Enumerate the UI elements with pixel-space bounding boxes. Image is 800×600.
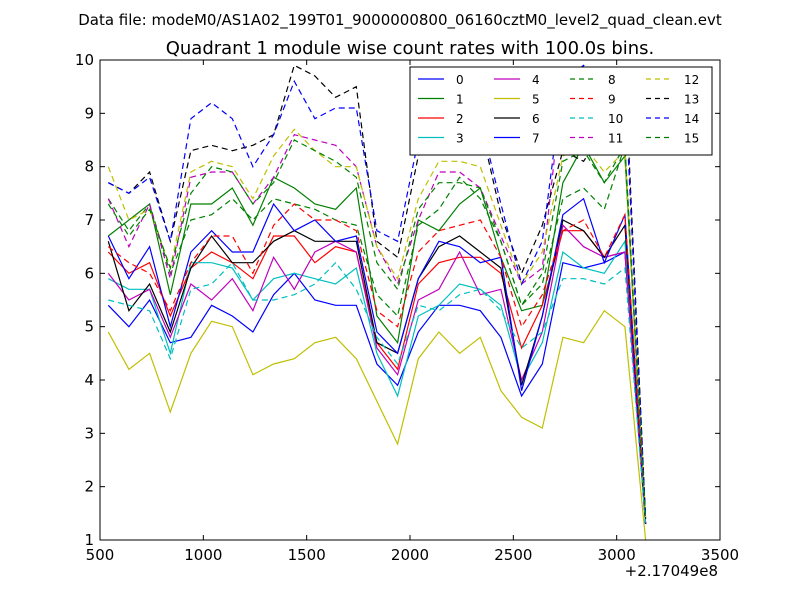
legend-label-10: 10 xyxy=(608,112,623,126)
series-line-6 xyxy=(107,219,647,525)
x-tick-label: 2500 xyxy=(494,546,532,564)
y-tick-label: 4 xyxy=(84,371,94,389)
y-tick-label: 2 xyxy=(84,478,94,496)
x-tick-label: 1500 xyxy=(288,546,326,564)
series-line-5 xyxy=(107,309,647,540)
series-line-3 xyxy=(108,239,647,525)
legend-label-1: 1 xyxy=(456,93,464,107)
legend-label-7: 7 xyxy=(532,132,540,146)
y-tick-label: 9 xyxy=(84,104,94,122)
chart-title: Quadrant 1 module wise count rates with … xyxy=(166,38,655,59)
x-tick-label: 3000 xyxy=(598,546,636,564)
y-tick-label: 7 xyxy=(84,211,94,229)
y-tick-label: 1 xyxy=(84,531,94,549)
series-line-0 xyxy=(107,251,647,525)
y-tick-label: 3 xyxy=(84,424,94,442)
legend-label-2: 2 xyxy=(456,112,464,126)
series-line-15 xyxy=(107,139,647,519)
legend-label-4: 4 xyxy=(532,73,540,87)
series-line-4 xyxy=(107,224,647,525)
x-tick-label: 1000 xyxy=(184,546,222,564)
legend-label-5: 5 xyxy=(532,93,540,107)
legend-box xyxy=(409,66,713,156)
series-line-13 xyxy=(108,64,647,519)
y-tick-label: 6 xyxy=(84,264,94,282)
y-tick-label: 5 xyxy=(84,318,94,336)
x-tick-label: 3500 xyxy=(701,546,739,564)
legend-label-12: 12 xyxy=(684,73,699,87)
legend-label-3: 3 xyxy=(456,132,464,146)
legend-label-13: 13 xyxy=(684,93,699,107)
legend-label-11: 11 xyxy=(608,132,623,146)
y-tick-label: 10 xyxy=(75,51,94,69)
legend-label-6: 6 xyxy=(532,112,540,126)
chart-suptitle: Data file: modeM0/AS1A02_199T01_90000008… xyxy=(78,11,722,30)
legend-label-15: 15 xyxy=(684,132,699,146)
legend-label-14: 14 xyxy=(684,112,699,126)
legend-label-8: 8 xyxy=(608,73,616,87)
series-line-9 xyxy=(107,203,647,519)
series-line-7 xyxy=(107,197,647,525)
x-tick-label: 2000 xyxy=(391,546,429,564)
series-line-12 xyxy=(107,128,647,519)
legend-label-0: 0 xyxy=(456,73,464,87)
series-line-10 xyxy=(108,261,647,525)
y-tick-label: 8 xyxy=(84,158,94,176)
series-line-1 xyxy=(107,144,647,525)
x-tick-label: 500 xyxy=(86,546,115,564)
x-axis-offset-label: +2.17049e8 xyxy=(625,562,718,580)
legend-label-9: 9 xyxy=(608,93,616,107)
